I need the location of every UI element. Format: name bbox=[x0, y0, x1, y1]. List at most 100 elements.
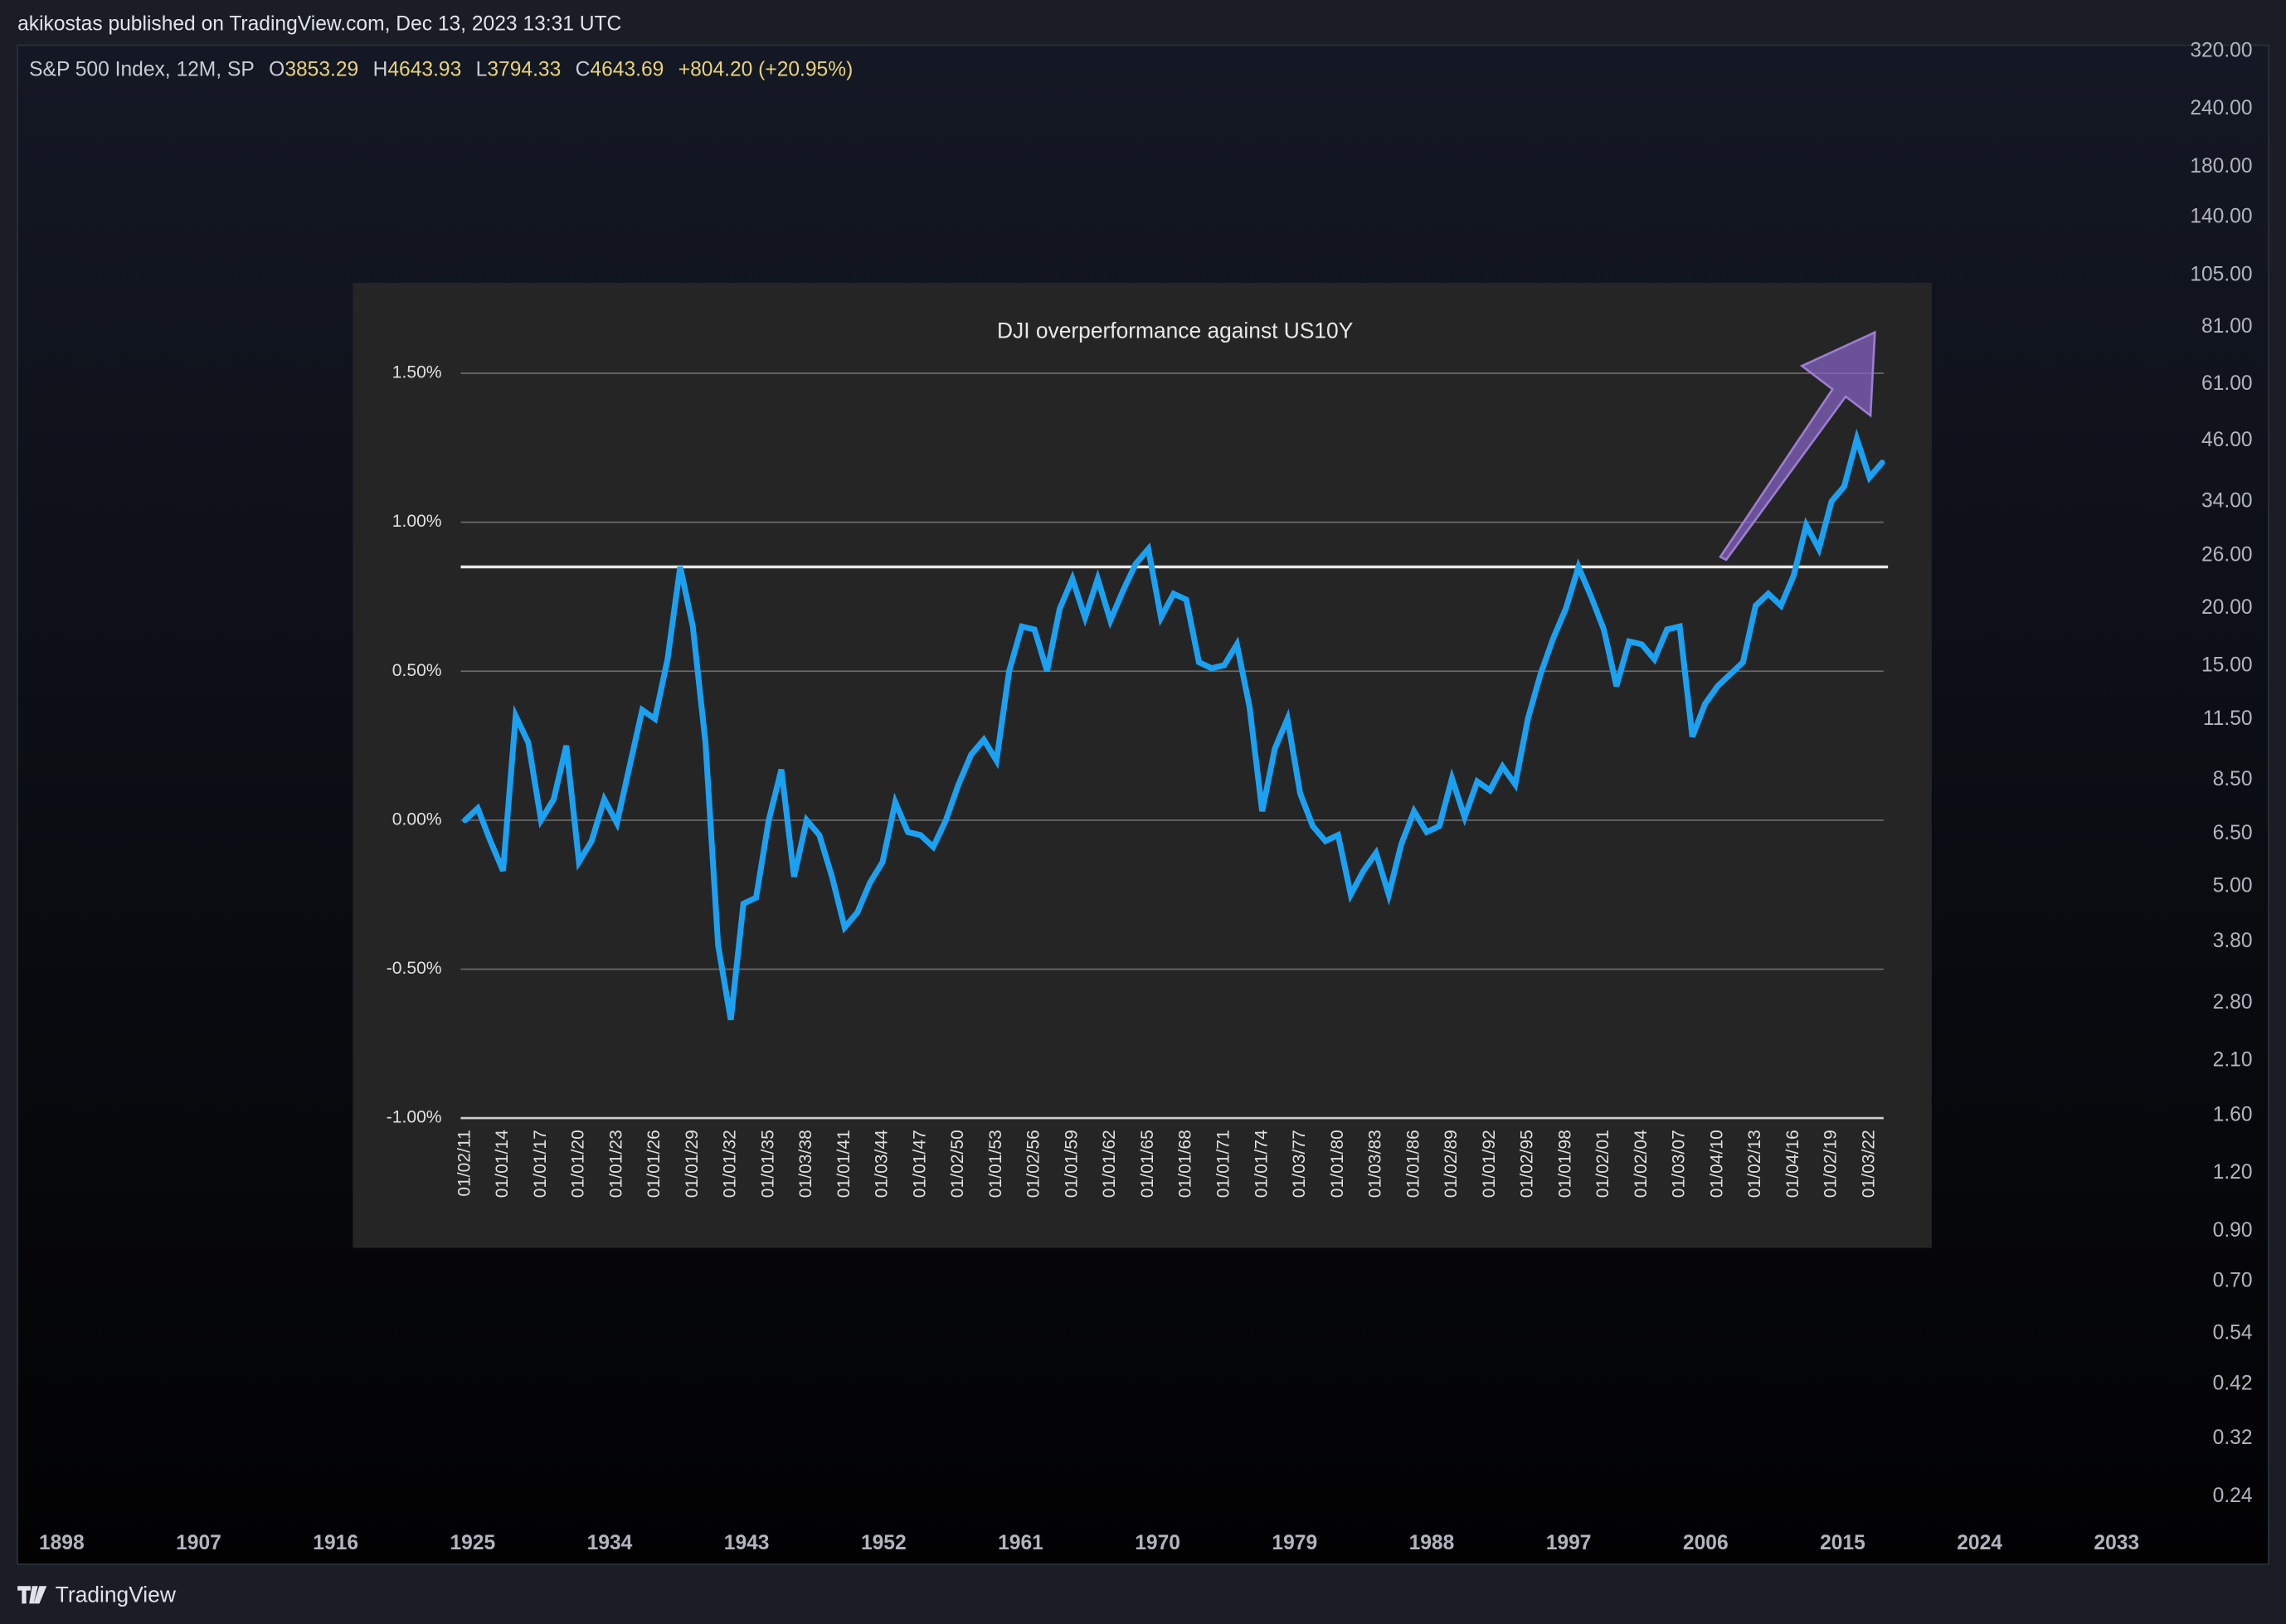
x-tick-label: 01/03/22 bbox=[1859, 1130, 1878, 1198]
low-value: 3794.33 bbox=[487, 58, 561, 80]
x-tick-label: 01/02/56 bbox=[1024, 1130, 1043, 1198]
x-tick-label: 01/03/83 bbox=[1366, 1130, 1385, 1198]
x-tick-label: 01/01/98 bbox=[1555, 1130, 1574, 1198]
price-axis-label: 8.50 bbox=[2213, 768, 2253, 790]
time-axis-label: 1898 bbox=[39, 1532, 85, 1554]
price-axis-label: 240.00 bbox=[2190, 97, 2252, 119]
x-tick-label: 01/01/29 bbox=[683, 1130, 702, 1198]
time-axis-label: 2015 bbox=[1820, 1532, 1865, 1554]
x-tick-label: 01/01/62 bbox=[1100, 1130, 1119, 1198]
x-tick-label: 01/02/50 bbox=[948, 1130, 967, 1198]
x-tick-label: 01/02/95 bbox=[1518, 1130, 1537, 1198]
time-axis-label: 1925 bbox=[450, 1532, 495, 1554]
x-tick-label: 01/01/23 bbox=[606, 1130, 625, 1198]
time-axis-label: 1997 bbox=[1546, 1532, 1592, 1554]
x-tick-label: 01/01/92 bbox=[1480, 1130, 1499, 1198]
price-axis-label: 2.80 bbox=[2213, 991, 2253, 1014]
x-tick-label: 01/02/89 bbox=[1442, 1130, 1461, 1198]
x-tick-label: 01/02/19 bbox=[1822, 1130, 1841, 1198]
price-axis-label: 20.00 bbox=[2201, 596, 2253, 619]
price-axis-label: 180.00 bbox=[2190, 155, 2252, 177]
x-tick-label: 01/04/16 bbox=[1783, 1130, 1802, 1198]
embedded-chart-image bbox=[353, 282, 1932, 1248]
data-line bbox=[462, 428, 1885, 1021]
price-axis-label: 5.00 bbox=[2213, 875, 2253, 897]
x-tick-label: 01/03/44 bbox=[873, 1130, 892, 1198]
time-axis-label: 1934 bbox=[587, 1532, 633, 1554]
price-axis-label: 46.00 bbox=[2201, 429, 2253, 451]
y-tick-label: 1.00% bbox=[392, 512, 442, 531]
low-label: L bbox=[476, 58, 488, 80]
open-label: O bbox=[269, 58, 285, 80]
price-axis-label: 0.42 bbox=[2213, 1372, 2253, 1394]
trend-arrow bbox=[1719, 330, 1876, 562]
footer-bar bbox=[0, 1571, 2286, 1624]
x-tick-label: 01/01/14 bbox=[493, 1130, 512, 1198]
high-label: H bbox=[373, 58, 388, 80]
open-value: 3853.29 bbox=[285, 58, 358, 80]
time-axis-label: 1988 bbox=[1409, 1532, 1455, 1554]
embedded-chart: DJI overperformance against US10Y 1.50% 1.… bbox=[387, 318, 1889, 1198]
time-axis-label: 1979 bbox=[1272, 1532, 1317, 1554]
price-axis-label: 34.00 bbox=[2201, 489, 2253, 512]
x-tick-label: 01/02/13 bbox=[1745, 1130, 1764, 1198]
x-tick-label: 01/01/47 bbox=[910, 1130, 929, 1198]
x-tick-label: 01/02/01 bbox=[1593, 1130, 1612, 1198]
chart-title: DJI overperformance against US10Y bbox=[997, 318, 1353, 343]
x-tick-label: 01/02/11 bbox=[455, 1130, 474, 1196]
x-tick-label: 01/01/20 bbox=[569, 1130, 588, 1198]
price-axis-label: 61.00 bbox=[2201, 372, 2253, 395]
time-axis-label: 1952 bbox=[861, 1532, 907, 1554]
time-axis-label: 1916 bbox=[313, 1532, 358, 1554]
x-tick-label: 01/01/26 bbox=[644, 1130, 664, 1198]
x-tick-label: 01/01/32 bbox=[721, 1130, 740, 1198]
x-tick-label: 01/01/86 bbox=[1403, 1130, 1423, 1198]
price-axis-label: 15.00 bbox=[2201, 654, 2253, 677]
x-tick-label: 01/01/35 bbox=[758, 1130, 777, 1198]
y-tick-label: -0.50% bbox=[387, 959, 442, 978]
time-axis-label: 1961 bbox=[998, 1532, 1043, 1554]
close-label: C bbox=[576, 58, 591, 80]
time-axis-label: 1907 bbox=[176, 1532, 221, 1554]
price-axis-label: 140.00 bbox=[2190, 206, 2252, 228]
price-axis-label: 0.70 bbox=[2213, 1270, 2253, 1292]
x-tick-label: 01/01/59 bbox=[1062, 1130, 1081, 1198]
y-tick-label: 0.00% bbox=[392, 810, 442, 829]
price-axis-label: 0.32 bbox=[2213, 1427, 2253, 1449]
x-tick-label: 01/01/41 bbox=[834, 1130, 854, 1198]
x-tick-label: 01/01/17 bbox=[531, 1130, 550, 1198]
price-axis-label: 26.00 bbox=[2201, 543, 2253, 566]
time-axis-label: 2033 bbox=[2094, 1532, 2139, 1554]
tv-axes: 320.00 240.00 180.00 140.00 105.00 81.00 61.00… bbox=[39, 39, 2253, 1553]
price-axis-label: 105.00 bbox=[2190, 263, 2252, 285]
time-axis-label: 1970 bbox=[1135, 1532, 1180, 1554]
change-value: +804.20 (+20.95%) bbox=[679, 58, 854, 80]
price-axis-label: 3.80 bbox=[2213, 930, 2253, 952]
footer-brand: TradingView bbox=[56, 1583, 177, 1607]
x-tick-label: 01/02/04 bbox=[1632, 1130, 1651, 1198]
symbol: S&P 500 Index, 12M, SP bbox=[29, 58, 255, 80]
price-axis-label: 6.50 bbox=[2213, 822, 2253, 844]
price-axis-label: 0.24 bbox=[2213, 1485, 2253, 1507]
price-axis-label: 0.90 bbox=[2213, 1219, 2253, 1242]
x-tick-label: 01/01/68 bbox=[1176, 1130, 1195, 1198]
x-tick-label: 01/03/38 bbox=[796, 1130, 815, 1198]
x-tick-label: 01/03/77 bbox=[1290, 1130, 1309, 1198]
price-axis-label: 11.50 bbox=[2203, 707, 2253, 730]
price-axis-label: 81.00 bbox=[2201, 315, 2253, 338]
x-tick-label: 01/01/80 bbox=[1328, 1130, 1347, 1198]
time-axis-label: 1943 bbox=[724, 1532, 770, 1554]
y-tick-label: -1.00% bbox=[387, 1108, 442, 1127]
time-axis-label: 2006 bbox=[1683, 1532, 1729, 1554]
x-tick-label: 01/01/65 bbox=[1138, 1130, 1157, 1198]
price-axis-label: 320.00 bbox=[2190, 39, 2252, 61]
tradingview-logo bbox=[17, 1586, 47, 1604]
high-value: 4643.93 bbox=[387, 58, 461, 80]
x-tick-label: 01/01/74 bbox=[1252, 1130, 1271, 1198]
price-axis-label: 1.60 bbox=[2213, 1103, 2253, 1126]
y-tick-label: 1.50% bbox=[392, 363, 442, 382]
price-axis-label: 1.20 bbox=[2213, 1161, 2253, 1184]
x-tick-label: 01/01/71 bbox=[1214, 1130, 1233, 1198]
